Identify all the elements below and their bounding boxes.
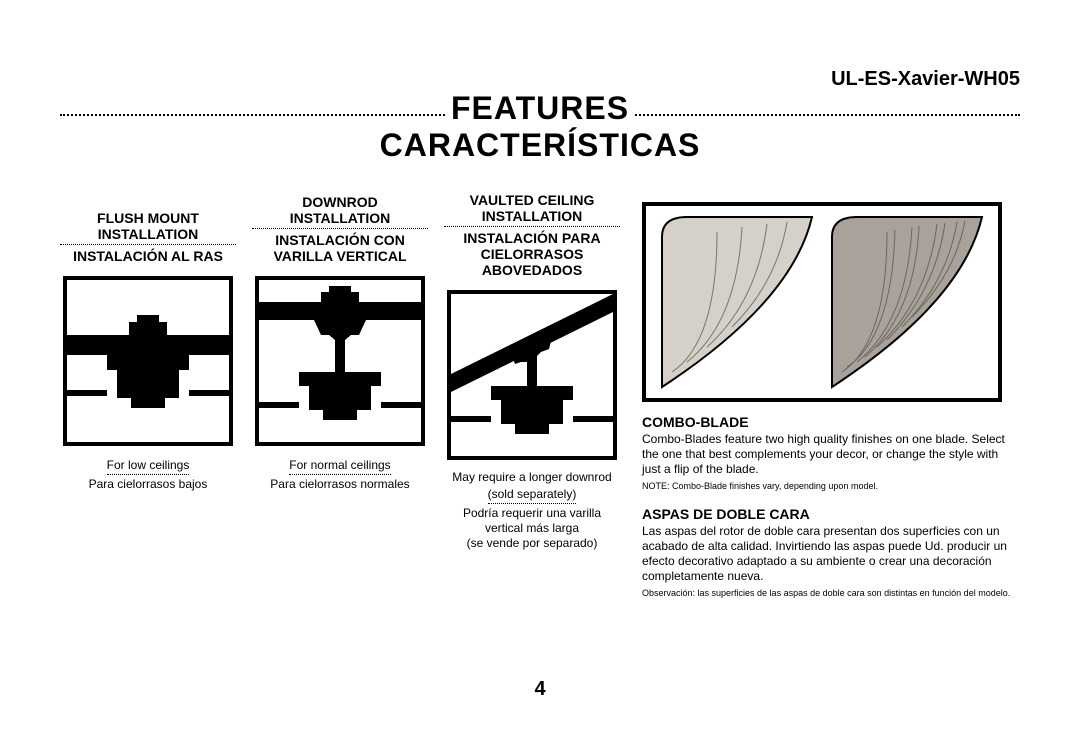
caption-en: For low ceilings [107,458,190,477]
blade-dark [827,212,987,392]
col-header: VAULTED CEILING INSTALLATION INSTALACIÓN… [444,192,620,278]
caption-en: For normal ceilings [289,458,390,477]
figure-downrod [255,276,425,446]
caption-en-l1: May require a longer downrod [452,470,611,485]
combo-blade-section: COMBO-BLADE Combo-Blades feature two hig… [642,192,1020,613]
flush-mount-diagram [67,280,229,442]
title-en: FEATURES [445,90,635,127]
caption-en-l2: (sold separately) [488,487,577,506]
col-title-en: FLUSH MOUNT INSTALLATION [60,210,236,248]
combo-body-es: Las aspas del rotor de doble cara presen… [642,524,1020,584]
combo-heading-es: ASPAS DE DOBLE CARA [642,506,1020,522]
caption-es: Para cielorrasos bajos [89,477,208,492]
page-title: FEATURES CARACTERÍSTICAS [60,90,1020,164]
col-title-en: DOWNROD INSTALLATION [252,194,428,232]
combo-body-en: Combo-Blades feature two high quality fi… [642,432,1020,477]
title-es: CARACTERÍSTICAS [374,127,707,164]
model-id: UL-ES-Xavier-WH05 [831,68,1020,91]
col-title-es: INSTALACIÓN AL RAS [60,248,236,264]
installation-columns: FLUSH MOUNT INSTALLATION INSTALACIÓN AL … [60,192,620,613]
caption: For low ceilings Para cielorrasos bajos [89,456,208,492]
downrod-diagram [259,280,421,442]
page-number: 4 [0,678,1080,701]
caption-es: Para cielorrasos normales [270,477,409,492]
combo-note-en: NOTE: Combo-Blade finishes vary, dependi… [642,481,1020,492]
figure-vaulted [447,290,617,460]
caption-es-l1: Podría requerir una varilla [452,506,611,521]
combo-note-es: Observación: las superficies de las aspa… [642,588,1020,599]
vaulted-diagram [451,294,613,456]
col-title-es: INSTALACIÓN CON VARILLA VERTICAL [252,232,428,264]
col-title-es: INSTALACIÓN PARA CIELORRASOS ABOVEDADOS [444,230,620,278]
col-header: FLUSH MOUNT INSTALLATION INSTALACIÓN AL … [60,192,236,264]
caption: For normal ceilings Para cielorrasos nor… [270,456,409,492]
caption-es-l2: vertical más larga [452,521,611,536]
col-header: DOWNROD INSTALLATION INSTALACIÓN CON VAR… [252,192,428,264]
caption: May require a longer downrod (sold separ… [452,470,611,551]
col-title-en: VAULTED CEILING INSTALLATION [444,192,620,230]
content-row: FLUSH MOUNT INSTALLATION INSTALACIÓN AL … [60,192,1020,613]
caption-es-l3: (se vende por separado) [452,536,611,551]
col-vaulted: VAULTED CEILING INSTALLATION INSTALACIÓN… [444,192,620,613]
figure-flush-mount [63,276,233,446]
blade-light [657,212,817,392]
col-flush-mount: FLUSH MOUNT INSTALLATION INSTALACIÓN AL … [60,192,236,613]
figure-combo-blade [642,202,1002,402]
col-downrod: DOWNROD INSTALLATION INSTALACIÓN CON VAR… [252,192,428,613]
combo-heading-en: COMBO-BLADE [642,414,1020,430]
